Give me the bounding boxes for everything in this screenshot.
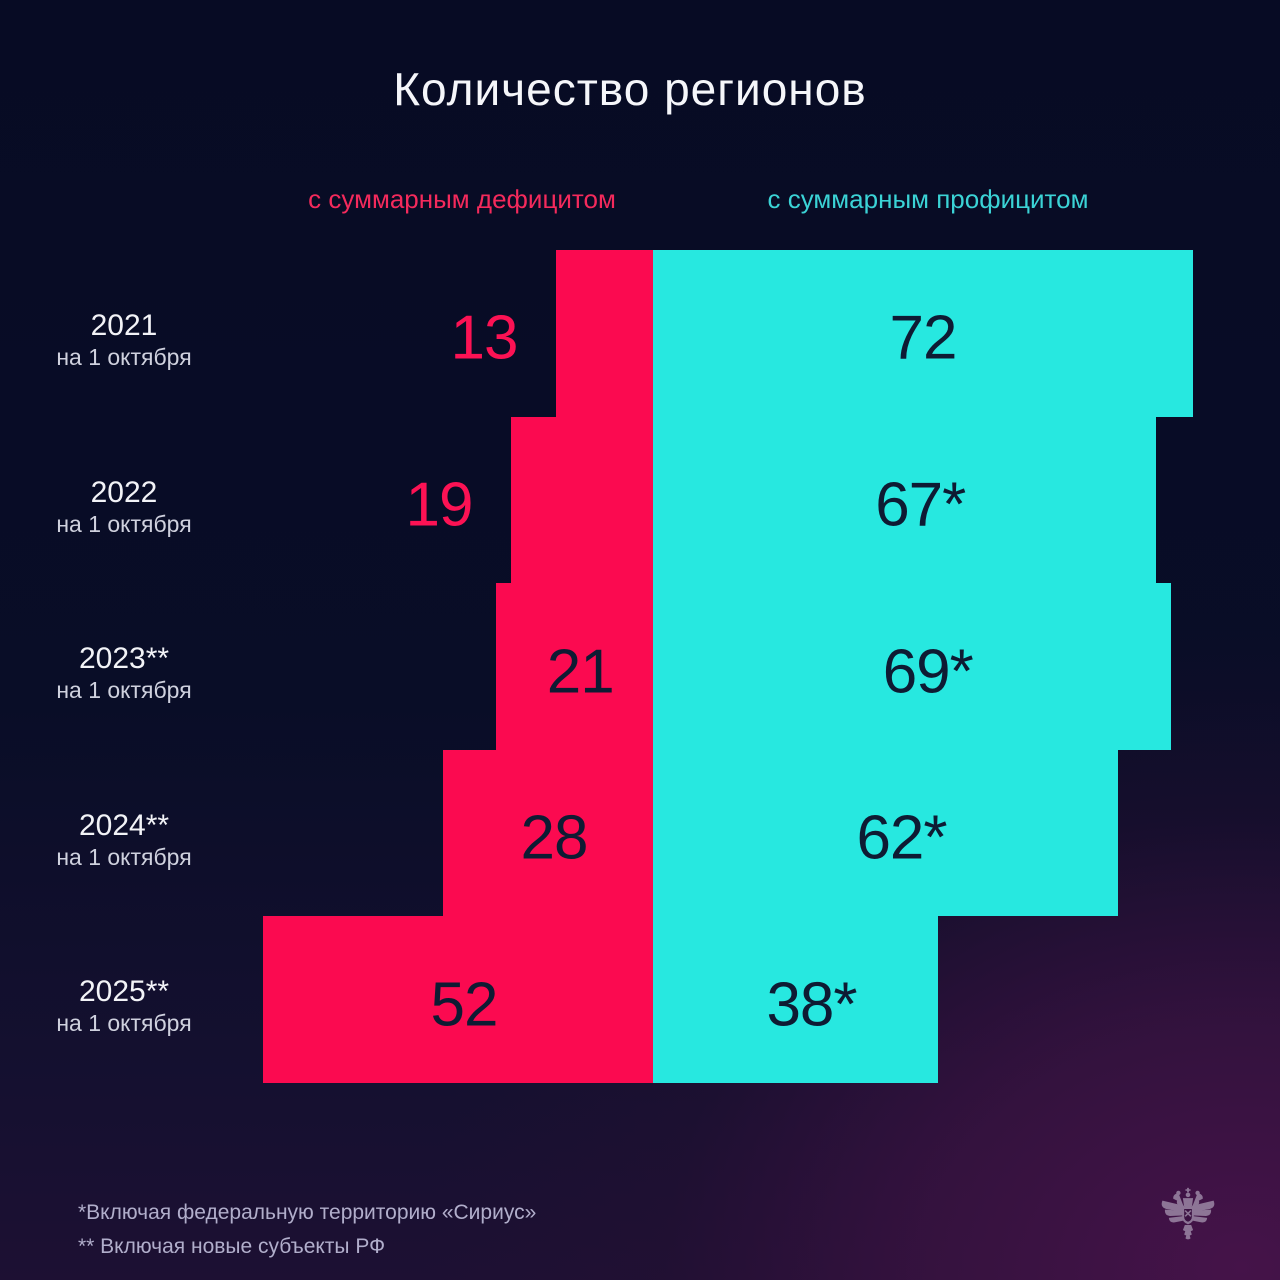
date-text: на 1 октября — [56, 1010, 192, 1037]
deficit-value-label: 19 — [405, 470, 474, 540]
coat-of-arms-logo — [1161, 1187, 1215, 1240]
footnote-sirius: *Включая федеральную территорию «Сириус» — [78, 1201, 537, 1224]
deficit-bar — [555, 250, 653, 417]
deficit-bar — [495, 583, 653, 750]
date-text: на 1 октября — [56, 510, 192, 537]
surplus-bar — [653, 749, 1118, 917]
page-title: Количество регионов — [393, 63, 867, 115]
year-label: 2024** на 1 октября — [0, 808, 248, 871]
footnote-new-subjects: ** Включая новые субъекты РФ — [78, 1235, 386, 1258]
deficit-value-label: 13 — [450, 303, 519, 373]
year-label: 2021 на 1 октября — [0, 308, 248, 371]
year-text: 2024** — [78, 808, 170, 842]
surplus-column-header: с суммарным профицитом — [767, 184, 1089, 214]
date-text: на 1 октября — [56, 843, 192, 870]
year-text: 2022 — [90, 475, 158, 509]
deficit-bar — [443, 749, 653, 917]
date-text: на 1 октября — [56, 344, 192, 370]
surplus-value-label: 72 — [889, 303, 958, 373]
deficit-value-label: 28 — [520, 803, 589, 873]
deficit-value-label: 52 — [430, 970, 499, 1040]
year-text: 2025** — [78, 975, 170, 1009]
year-label: 2023** на 1 октября — [0, 641, 248, 704]
deficit-bar — [263, 916, 653, 1083]
surplus-value-label: 62* — [856, 803, 947, 873]
date-text: на 1 октября — [56, 677, 192, 704]
deficit-value-label: 21 — [546, 637, 615, 706]
surplus-value-label: 67* — [875, 470, 966, 540]
year-text: 2023** — [78, 642, 170, 676]
surplus-bar — [653, 250, 1193, 417]
deficit-column-header: с суммарным дефицитом — [308, 184, 616, 214]
year-label: 2025** на 1 октября — [0, 974, 248, 1037]
surplus-value-label: 38* — [766, 970, 857, 1040]
surplus-bar — [653, 583, 1171, 750]
year-text: 2021 — [90, 309, 158, 342]
deficit-bar — [510, 416, 653, 584]
surplus-bar — [653, 416, 1156, 584]
surplus-value-label: 69* — [882, 637, 974, 706]
footnotes: *Включая федеральную территорию «Сириус»… — [78, 1196, 536, 1264]
surplus-bar — [653, 916, 938, 1083]
year-label: 2022 на 1 октября — [0, 475, 248, 538]
